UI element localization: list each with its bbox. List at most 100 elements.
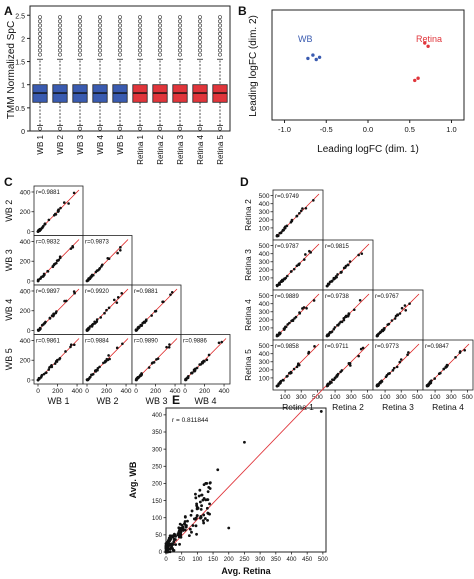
panel-d-cell: r=0.9738 <box>322 289 374 341</box>
panel-c-point <box>46 270 50 273</box>
panel-c-point <box>86 378 90 382</box>
panel-c-r-value: r=0.9897 <box>36 289 61 295</box>
panel-d-cell: r=0.9787 <box>272 239 324 291</box>
panel-c-point <box>72 191 76 195</box>
panel-a-ytick-label: 2 <box>21 36 25 43</box>
panel-b-mds-plot: Leading logFC (dim. 2) Leading logFC (di… <box>248 9 465 155</box>
panel-e-xtick-label: 100 <box>192 557 203 563</box>
panel-e-point <box>200 493 203 497</box>
panel-c-column-label: WB 2 <box>96 396 118 406</box>
panel-d-point <box>346 314 350 318</box>
panel-d-point <box>304 253 307 256</box>
panel-e-point <box>174 543 178 547</box>
panel-d-point <box>357 354 360 358</box>
panel-c-point <box>135 376 139 380</box>
panel-c-point <box>62 201 66 204</box>
panel-a-outlier <box>138 19 142 24</box>
panel-e-point <box>164 546 168 549</box>
panel-d-point <box>384 375 388 379</box>
panel-c-point <box>40 227 43 230</box>
panel-e-point <box>177 526 181 530</box>
panel-a-outlier <box>218 27 222 32</box>
panel-c-point <box>85 328 89 332</box>
panel-a-outlier <box>138 48 142 53</box>
panel-e-point <box>208 487 212 490</box>
panel-a-outlier <box>118 126 122 131</box>
panel-c-point <box>147 366 151 369</box>
panel-d-r-value: r=0.9787 <box>275 244 300 250</box>
panel-a-outlier <box>58 36 62 40</box>
panel-a-outlier <box>118 44 122 49</box>
panel-d-xtick-label: 100 <box>430 394 441 401</box>
panel-a-outlier <box>138 31 142 36</box>
panel-c-point <box>93 320 96 324</box>
panel-c-point <box>107 306 111 310</box>
panel-e-ytick-label: 200 <box>152 482 163 488</box>
panel-d-point <box>304 206 308 210</box>
panel-d-point <box>307 350 311 354</box>
panel-c-point <box>202 359 206 363</box>
panel-d-fit-line <box>376 343 420 387</box>
panel-a-outlier <box>198 31 202 36</box>
panel-a-outlier <box>58 52 62 57</box>
panel-e-point <box>179 535 183 539</box>
panel-c-point <box>42 323 45 326</box>
panel-b-label-wb: WB <box>298 34 313 44</box>
panel-d-point <box>277 283 280 286</box>
panel-a-outlier <box>38 48 42 53</box>
panel-a-outlier <box>38 40 42 45</box>
panel-a-outlier <box>78 44 82 49</box>
panel-a-category-label: WB 3 <box>76 134 85 154</box>
panel-e-point <box>166 550 169 554</box>
panel-c-xtick-label: 0 <box>85 388 89 395</box>
panel-a-outlier <box>118 31 122 36</box>
panel-d-point <box>279 231 283 234</box>
panel-c-cell: r=0.9881 <box>33 185 84 236</box>
panel-e-point <box>194 516 198 520</box>
panel-d-r-value: r=0.9711 <box>325 344 349 350</box>
panel-a-outlier <box>218 52 222 57</box>
panel-a-outlier <box>138 40 142 45</box>
panel-e-point <box>195 514 199 517</box>
panel-c-point <box>69 343 73 347</box>
panel-c-point <box>198 363 201 366</box>
panel-c-point <box>64 350 67 353</box>
panel-a-outlier <box>198 48 202 53</box>
panel-c-xtick-label: 0 <box>134 388 138 395</box>
panel-c-point <box>41 275 45 278</box>
panel-a-outlier <box>78 19 82 24</box>
panel-d-point <box>294 315 298 319</box>
panel-a-outlier <box>198 19 202 24</box>
panel-e-point <box>190 530 193 534</box>
panel-d-r-value: r=0.9738 <box>325 294 350 300</box>
panel-c-xtick-label: 0 <box>183 388 187 395</box>
panel-d-point <box>339 370 342 374</box>
panel-d-point <box>295 214 298 218</box>
panel-letter-e: E <box>172 393 180 407</box>
panel-b-xlabel: Leading logFC (dim. 1) <box>317 144 419 155</box>
panel-d-ytick-label: 500 <box>259 243 270 250</box>
panel-c-point <box>167 345 171 349</box>
panel-d-point <box>406 353 409 357</box>
panel-b-point-wb <box>306 56 310 61</box>
panel-a-outlier <box>58 23 62 28</box>
panel-d-point <box>289 372 292 375</box>
panel-d-point <box>277 234 280 237</box>
panel-b-xtick-label: 1.0 <box>446 125 456 134</box>
panel-a-outlier <box>138 27 142 32</box>
panel-e-ytick-label: 0 <box>159 550 163 556</box>
panel-c-xtick-label: 400 <box>170 388 181 395</box>
panel-c-point <box>152 361 156 364</box>
panel-d-point <box>289 221 293 224</box>
panel-d-point <box>292 267 296 271</box>
panel-d-point <box>305 306 308 310</box>
panel-e-ytick-label: 100 <box>152 516 163 522</box>
panel-c-row-label: WB 5 <box>4 348 14 370</box>
panel-d-row-label: Retina 2 <box>243 199 253 231</box>
panel-d-point <box>298 312 302 315</box>
panel-d-ytick-label: 400 <box>259 301 270 308</box>
panel-a-outlier <box>158 52 162 57</box>
panel-c-cell: r=0.9897 <box>33 284 84 335</box>
panel-c-xtick-label: 200 <box>52 388 63 395</box>
